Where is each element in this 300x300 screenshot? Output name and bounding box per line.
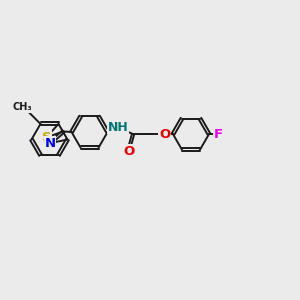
- Text: O: O: [123, 145, 134, 158]
- Text: NH: NH: [108, 121, 128, 134]
- Text: CH₃: CH₃: [13, 102, 32, 112]
- Text: O: O: [159, 128, 170, 141]
- Text: S: S: [42, 131, 51, 144]
- Text: N: N: [44, 137, 56, 150]
- Text: F: F: [213, 128, 223, 141]
